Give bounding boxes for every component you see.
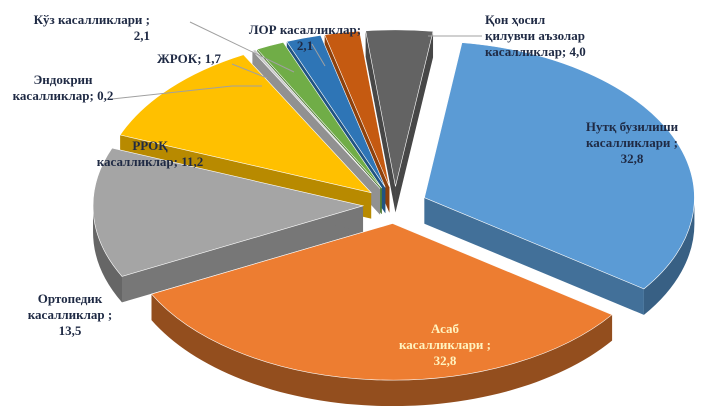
slice-label-line: 13,5 bbox=[59, 323, 82, 338]
slice-wall bbox=[424, 197, 644, 315]
slice-label: Кўз касалликлари ; 2,1 bbox=[34, 12, 150, 43]
leader-line bbox=[311, 43, 326, 67]
slice-label: Ортопедик касалликлар ; 13,5 bbox=[28, 291, 113, 338]
pie-slice bbox=[286, 34, 386, 188]
slice-label-line: Нутқ бузилиши bbox=[586, 119, 679, 134]
slice-label-line: 2,1 bbox=[297, 38, 313, 53]
slice-label: Эндокрин касалликлар; 0,2 bbox=[13, 72, 114, 103]
pie-slice bbox=[324, 30, 390, 187]
slice-label-line: Асаб bbox=[431, 321, 459, 336]
slice-label-line: қилувчи аъзолар bbox=[485, 28, 585, 43]
slice-label-line: Кўз касалликлари ; bbox=[34, 12, 150, 27]
pie-slice bbox=[424, 42, 695, 290]
pie-slice bbox=[256, 41, 383, 189]
leader-line bbox=[231, 63, 268, 79]
slice-label: Асаб касалликлари ; 32,8 bbox=[399, 321, 491, 368]
pie-tops bbox=[92, 29, 695, 381]
slice-label: Нутқ бузилиши касалликлари ; 32,8 bbox=[586, 119, 679, 166]
slice-label-line: 32,8 bbox=[434, 353, 457, 368]
slice-label-line: касалликлар ; bbox=[28, 307, 113, 322]
pie-slice bbox=[92, 147, 365, 277]
slice-label-line: Қон ҳосил bbox=[485, 12, 545, 27]
slice-label: РРОҚ касалликлар; 11,2 bbox=[97, 138, 204, 169]
leader-line bbox=[111, 85, 262, 100]
slice-label-line: ЖРОК; 1,7 bbox=[157, 51, 222, 66]
slice-label-line: ЛОР касалликлар; bbox=[249, 22, 361, 37]
slice-label: ЛОР касалликлар; 2,1 bbox=[249, 22, 361, 53]
pie-slice bbox=[365, 29, 434, 187]
slice-rim bbox=[93, 205, 122, 303]
slice-label-line: касалликлари ; bbox=[586, 135, 678, 150]
slice-wall bbox=[121, 205, 364, 303]
slice-label: ЖРОК; 1,7 bbox=[157, 51, 222, 66]
slice-wall bbox=[395, 31, 434, 213]
slice-label-line: Ортопедик bbox=[38, 291, 103, 306]
slice-rim bbox=[643, 197, 695, 315]
pie-slice bbox=[150, 223, 613, 381]
slice-label-line: касалликлар; 0,2 bbox=[13, 88, 114, 103]
slice-label: Қон ҳосил қилувчи аъзолар касалликлар; 4,0 bbox=[485, 12, 586, 59]
slice-wall bbox=[365, 30, 396, 213]
slice-label-line: 2,1 bbox=[134, 28, 150, 43]
slice-label-line: касалликлари ; bbox=[399, 337, 491, 352]
slice-label-line: РРОҚ bbox=[132, 138, 168, 153]
pie-slice bbox=[251, 49, 381, 189]
slice-label-line: касалликлар; 4,0 bbox=[485, 44, 586, 59]
slice-label-line: Эндокрин bbox=[33, 72, 93, 87]
leader-line bbox=[189, 21, 295, 73]
slice-rim bbox=[151, 294, 613, 406]
pie-slice bbox=[119, 54, 372, 194]
slice-label-line: касалликлар; 11,2 bbox=[97, 154, 204, 169]
slice-label-line: 32,8 bbox=[621, 151, 644, 166]
